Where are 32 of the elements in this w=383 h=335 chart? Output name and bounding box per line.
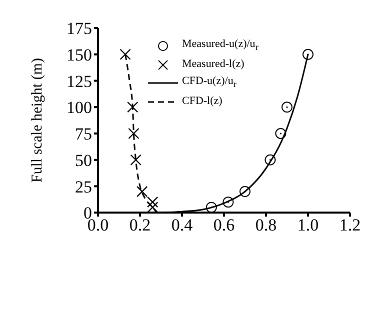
x-tick-label: 0.6 [213, 216, 235, 235]
y-tick-label: 150 [66, 45, 92, 64]
point [136, 186, 148, 198]
point [302, 48, 314, 60]
y-tick-label: 100 [66, 98, 92, 118]
legend-label: CFD-u(z)/u$_{r}$ [182, 74, 236, 92]
x-tick-label: 0.2 [129, 216, 151, 235]
y-tick-label: 50 [75, 150, 92, 170]
point [206, 202, 217, 213]
legend-label: CFD-l(z) [182, 94, 222, 110]
legend-label: Measured-l(z) [182, 57, 244, 72]
y-tick-label: 175 [66, 19, 92, 38]
x-tick-label: 0.4 [171, 216, 194, 235]
point [264, 154, 276, 166]
point [275, 128, 286, 139]
point [147, 202, 158, 213]
y-tick-label: 25 [75, 177, 92, 196]
point [130, 154, 142, 166]
text: 1.0 [297, 216, 319, 235]
x-tick-label: 1.2 [339, 216, 361, 235]
point [128, 128, 140, 140]
point [240, 186, 250, 198]
y-tick-label: 125 [66, 72, 92, 91]
legend-label: Measured-u(z)/u$_{r}$ [182, 37, 258, 54]
y-axis-title: Full scale height (m) [29, 58, 46, 183]
point [222, 196, 234, 208]
point [147, 196, 158, 208]
x-tick-label: 0.8 [255, 216, 277, 235]
point [127, 102, 138, 113]
point [120, 48, 131, 60]
point [282, 102, 292, 113]
y-tick-label: 75 [75, 124, 92, 144]
